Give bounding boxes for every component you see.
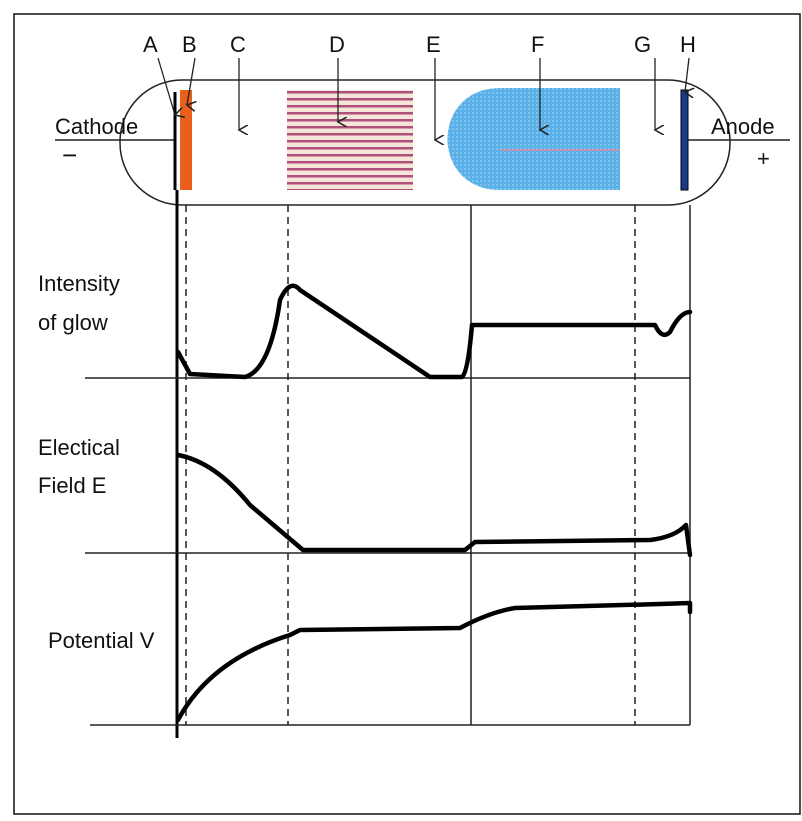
label: H (680, 32, 696, 57)
letter-labels: A B C D E F G H (143, 32, 696, 57)
anode-label: Anode (711, 114, 775, 139)
plot-label: Field E (38, 473, 106, 498)
plot-label: Intensity (38, 271, 120, 296)
plot-label: Electical (38, 435, 120, 460)
label: D (329, 32, 345, 57)
label: A (143, 32, 158, 57)
label: F (531, 32, 544, 57)
plot-label: Potential V (48, 628, 155, 653)
label: B (182, 32, 197, 57)
region-f (447, 88, 620, 190)
anode-plate (680, 89, 689, 191)
anode-sign: + (757, 146, 770, 171)
axes (85, 190, 691, 738)
label: C (230, 32, 246, 57)
region-d (287, 90, 413, 190)
cathode-sign: − (62, 140, 77, 170)
label: E (426, 32, 441, 57)
region-b (180, 90, 192, 190)
label: G (634, 32, 651, 57)
field-curve (175, 452, 693, 558)
cathode-label: Cathode (55, 114, 138, 139)
plot-label: of glow (38, 310, 108, 335)
potential-curve (175, 600, 693, 723)
tube (119, 79, 731, 206)
arrows (157, 57, 689, 140)
intensity-curve (175, 283, 693, 380)
